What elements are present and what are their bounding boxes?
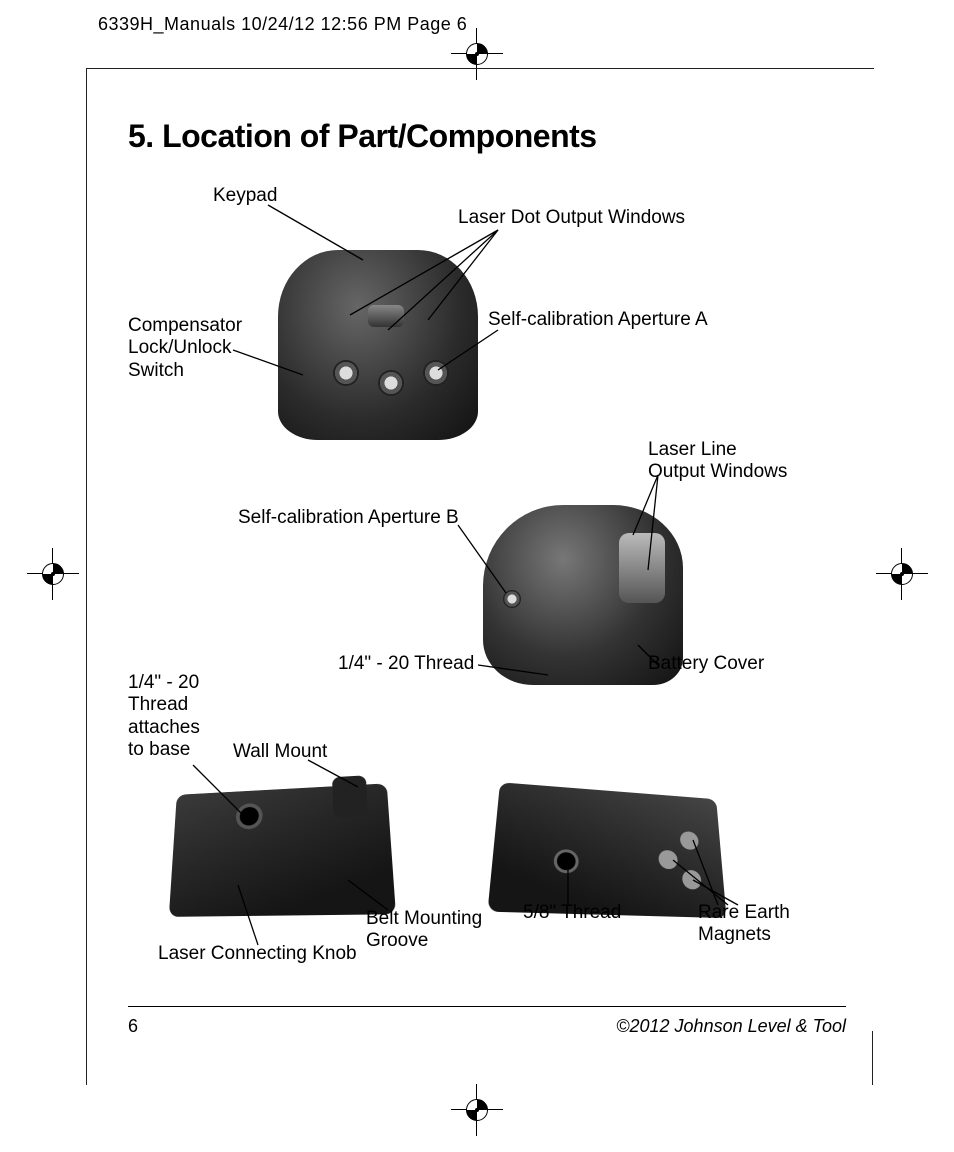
registration-mark-icon — [884, 556, 920, 592]
label-self-cal-b: Self-calibration Aperture B — [238, 507, 459, 529]
device-top-view — [278, 250, 478, 440]
wall-mount-tab-icon — [332, 775, 368, 818]
aperture-icon — [503, 590, 521, 608]
magnet-icon — [658, 850, 678, 870]
thread-hole-icon — [557, 852, 576, 871]
label-laser-dot-windows: Laser Dot Output Windows — [458, 207, 685, 229]
aperture-icon — [378, 370, 404, 396]
label-battery-cover: Battery Cover — [648, 653, 764, 675]
label-wall-mount: Wall Mount — [233, 741, 327, 763]
thread-hole-icon — [240, 807, 259, 826]
keypad-icon — [368, 305, 404, 327]
aperture-icon — [333, 360, 359, 386]
label-thread-58: 5/8" Thread — [523, 902, 621, 924]
mount-base-top-view — [169, 783, 396, 917]
aperture-icon — [423, 360, 449, 386]
footer-rule — [128, 1006, 846, 1007]
label-thread-attaches: 1/4" - 20 Thread attaches to base — [128, 672, 200, 762]
label-self-cal-a: Self-calibration Aperture A — [488, 309, 708, 331]
copyright-line: ©2012 Johnson Level & Tool — [616, 1016, 846, 1037]
section-title: 5. Location of Part/Components — [128, 118, 848, 155]
magnet-icon — [682, 870, 702, 890]
label-belt-groove: Belt Mounting Groove — [366, 908, 482, 953]
label-laser-line-windows: Laser Line Output Windows — [648, 439, 787, 484]
output-window-icon — [619, 533, 665, 603]
registration-mark-icon — [35, 556, 71, 592]
page-frame-border — [86, 68, 87, 1085]
registration-mark-icon — [459, 36, 495, 72]
page-number: 6 — [128, 1016, 138, 1037]
page-frame-border — [872, 1031, 873, 1085]
mount-base-bottom-view — [487, 782, 726, 918]
label-thread-14-20: 1/4" - 20 Thread — [338, 653, 474, 675]
label-compensator-switch: Compensator Lock/Unlock Switch — [128, 315, 242, 382]
components-diagram: Keypad Laser Dot Output Windows Compensa… — [128, 175, 848, 1005]
label-keypad: Keypad — [213, 185, 277, 207]
page-frame-border — [86, 68, 874, 69]
label-laser-knob: Laser Connecting Knob — [158, 943, 357, 965]
registration-mark-icon — [459, 1092, 495, 1128]
magnet-icon — [680, 831, 699, 850]
label-magnets: Rare Earth Magnets — [698, 902, 790, 947]
print-slug: 6339H_Manuals 10/24/12 12:56 PM Page 6 — [98, 14, 467, 35]
